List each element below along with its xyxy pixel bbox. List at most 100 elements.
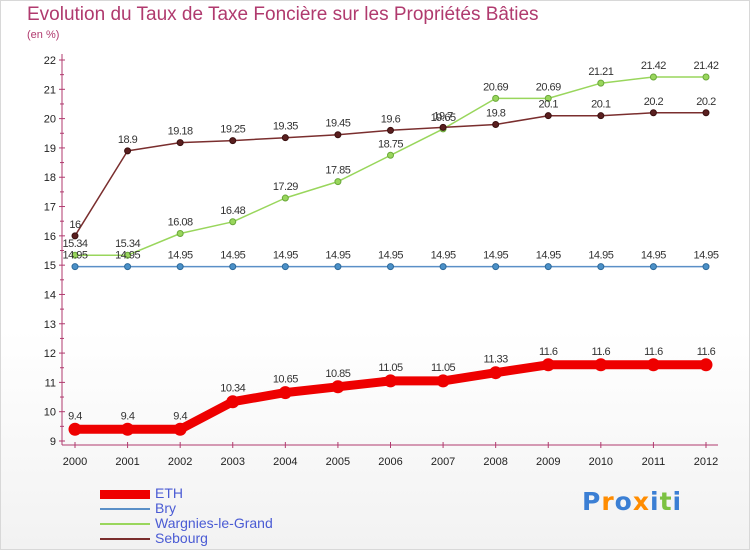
- data-labels: 14.95 14.95 14.95 14.95 14.95 14.95 14.95 14.95…: [62, 60, 719, 422]
- data-point-wargnies-le-grand: [649, 73, 657, 81]
- series-layer: [68, 73, 713, 436]
- data-label-eth: 11.05: [431, 362, 456, 374]
- logo-letter: r: [601, 487, 615, 516]
- data-point-sebourg: [124, 147, 132, 155]
- y-tick-label: 17: [44, 202, 56, 214]
- data-label-wargnies-le-grand: 19.65: [431, 112, 456, 124]
- data-label-bry: 14.95: [588, 250, 613, 262]
- data-label-wargnies-le-grand: 21.42: [641, 60, 666, 72]
- y-tick-label: 21: [44, 84, 56, 96]
- y-tick-label: 9: [50, 436, 56, 448]
- data-label-sebourg: 20.1: [539, 99, 559, 111]
- data-point-eth: [436, 374, 450, 388]
- data-point-sebourg: [176, 139, 184, 147]
- data-label-bry: 14.95: [273, 250, 298, 262]
- data-point-sebourg: [597, 112, 605, 120]
- data-label-eth: 10.65: [273, 374, 298, 386]
- data-point-eth: [121, 422, 135, 436]
- data-point-bry: [439, 263, 447, 271]
- data-point-bry: [124, 263, 132, 271]
- data-label-sebourg: 20.1: [591, 99, 611, 111]
- data-label-sebourg: 19.6: [381, 113, 401, 125]
- data-point-wargnies-le-grand: [281, 194, 289, 202]
- data-label-sebourg: 19.18: [168, 126, 193, 138]
- x-tick-label: 2002: [168, 456, 192, 468]
- y-tick-label: 16: [44, 231, 56, 243]
- data-point-eth: [489, 366, 503, 380]
- data-label-sebourg: 20.2: [696, 96, 716, 108]
- data-label-eth: 11.05: [378, 362, 403, 374]
- data-point-sebourg: [281, 134, 289, 142]
- data-label-bry: 14.95: [641, 250, 666, 262]
- x-tick-label: 2008: [483, 456, 507, 468]
- legend-item-eth: ETH: [100, 485, 360, 502]
- logo-letter: o: [614, 487, 633, 516]
- data-label-eth: 11.33: [484, 354, 509, 366]
- data-label-wargnies-le-grand: 15.34: [62, 238, 87, 250]
- data-point-wargnies-le-grand: [387, 151, 394, 159]
- logo-letter: t: [659, 487, 673, 516]
- x-tick-label: 2006: [378, 456, 402, 468]
- data-point-bry: [702, 263, 710, 271]
- x-tick-label: 2005: [326, 456, 350, 468]
- unit-label: (en %): [27, 29, 60, 41]
- data-label-sebourg: 18.9: [118, 134, 138, 146]
- data-label-eth: 10.85: [325, 368, 350, 380]
- y-tick-label: 11: [45, 377, 56, 389]
- data-point-bry: [71, 263, 79, 271]
- data-point-sebourg: [544, 112, 552, 120]
- data-label-sebourg: 19.35: [273, 121, 298, 133]
- data-label-wargnies-le-grand: 20.69: [536, 81, 561, 93]
- data-label-eth: 11.6: [697, 346, 716, 358]
- data-label-bry: 14.95: [325, 250, 350, 262]
- x-tick-label: 2003: [221, 456, 245, 468]
- data-label-sebourg: 16: [69, 219, 81, 231]
- data-label-wargnies-le-grand: 21.21: [588, 66, 613, 78]
- y-tick-label: 19: [44, 143, 56, 155]
- y-tick-label: 10: [44, 407, 56, 419]
- data-label-wargnies-le-grand: 21.42: [693, 60, 718, 72]
- legend-swatch-sebourg: [100, 538, 150, 540]
- data-point-bry: [544, 263, 552, 271]
- legend: ETH Bry Wargnies-le-Grand Sebourg: [100, 485, 360, 547]
- data-point-eth: [384, 374, 397, 388]
- data-label-wargnies-le-grand: 16.08: [168, 217, 193, 229]
- data-label-bry: 14.95: [483, 250, 508, 262]
- data-point-eth: [594, 358, 608, 372]
- data-label-eth: 9.4: [68, 410, 82, 422]
- data-point-wargnies-le-grand: [229, 218, 237, 226]
- data-label-wargnies-le-grand: 17.85: [325, 165, 350, 177]
- data-label-eth: 9.4: [121, 410, 135, 422]
- data-point-bry: [229, 263, 237, 271]
- x-tick-label: 2009: [536, 456, 560, 468]
- data-point-wargnies-le-grand: [597, 79, 605, 87]
- data-point-bry: [176, 263, 184, 271]
- data-point-sebourg: [387, 126, 394, 134]
- data-point-eth: [68, 422, 82, 436]
- data-point-bry: [597, 263, 605, 271]
- data-label-sebourg: 19.8: [486, 107, 506, 119]
- legend-label-bry: Bry: [155, 500, 176, 516]
- data-point-eth: [331, 380, 345, 394]
- x-tick-label: 2010: [589, 456, 613, 468]
- legend-label-sebourg: Sebourg: [155, 530, 208, 546]
- data-point-sebourg: [649, 109, 657, 117]
- data-label-sebourg: 19.7: [433, 110, 453, 122]
- data-point-eth: [699, 358, 713, 372]
- legend-swatch-bry: [100, 508, 150, 510]
- data-point-bry: [387, 263, 394, 271]
- data-point-eth: [226, 395, 240, 409]
- legend-swatch-eth: [100, 489, 150, 499]
- data-point-wargnies-le-grand: [544, 94, 552, 102]
- legend-label-wargnies-le-grand: Wargnies-le-Grand: [155, 515, 273, 531]
- data-point-wargnies-le-grand: [71, 251, 79, 259]
- data-label-sebourg: 19.25: [220, 124, 245, 136]
- y-tick-label: 22: [44, 55, 56, 67]
- data-label-wargnies-le-grand: 15.34: [115, 238, 140, 250]
- data-label-sebourg: 20.2: [644, 96, 664, 108]
- x-tick-label: 2012: [694, 456, 718, 468]
- data-label-bry: 14.95: [168, 250, 193, 262]
- data-label-eth: 11.6: [644, 346, 663, 358]
